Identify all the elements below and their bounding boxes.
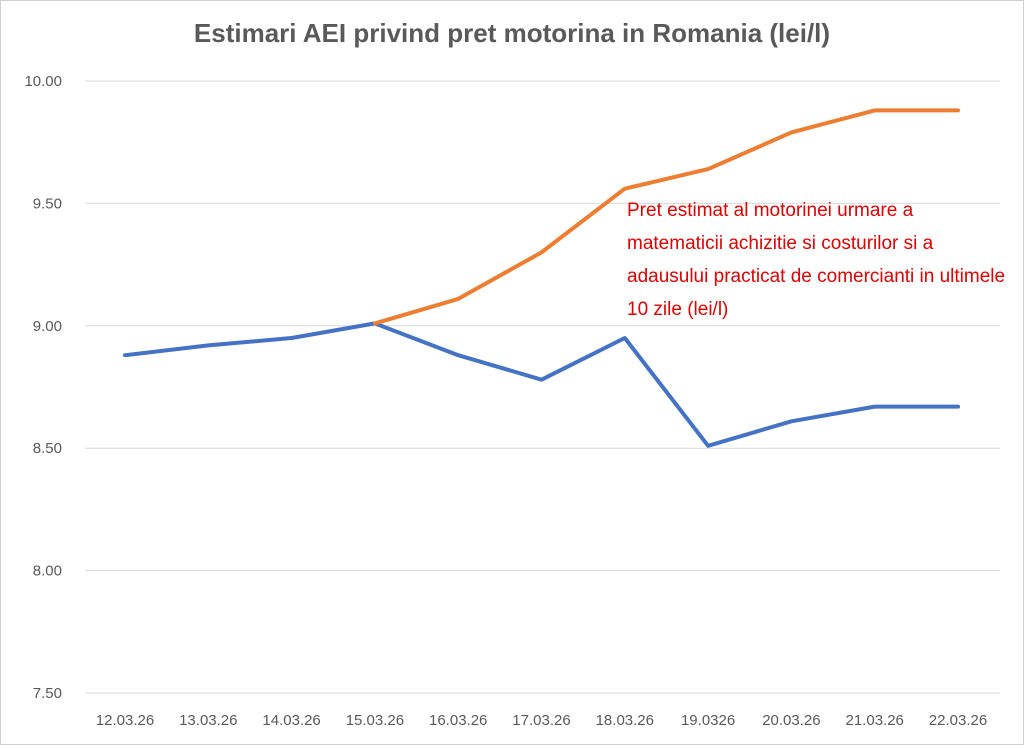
x-tick-label: 20.03.26 [762, 712, 820, 729]
x-tick-label: 14.03.26 [262, 712, 320, 729]
series-line-2 [372, 108, 960, 326]
y-tick-label: 9.50 [33, 195, 62, 212]
x-tick-label: 15.03.26 [346, 712, 404, 729]
y-tick-label: 8.50 [33, 440, 62, 457]
x-tick-label: 19.0326 [681, 712, 735, 729]
y-tick-label: 7.50 [33, 685, 62, 702]
x-tick-label: 12.03.26 [96, 712, 154, 729]
series-line-1 [123, 321, 960, 448]
x-tick-label: 17.03.26 [512, 712, 570, 729]
y-tick-label: 9.00 [33, 318, 62, 335]
x-tick-label: 18.03.26 [596, 712, 654, 729]
y-tick-label: 10.00 [24, 73, 62, 90]
x-tick-label: 16.03.26 [429, 712, 487, 729]
chart-annotation: Pret estimat al motorinei urmare a matem… [627, 200, 1006, 320]
chart-title: Estimari AEI privind pret motorina in Ro… [193, 18, 831, 48]
x-tick-label: 13.03.26 [179, 712, 237, 729]
x-tick-label: 22.03.26 [929, 712, 987, 729]
y-tick-label: 8.00 [33, 563, 62, 580]
x-tick-label: 21.03.26 [846, 712, 904, 729]
